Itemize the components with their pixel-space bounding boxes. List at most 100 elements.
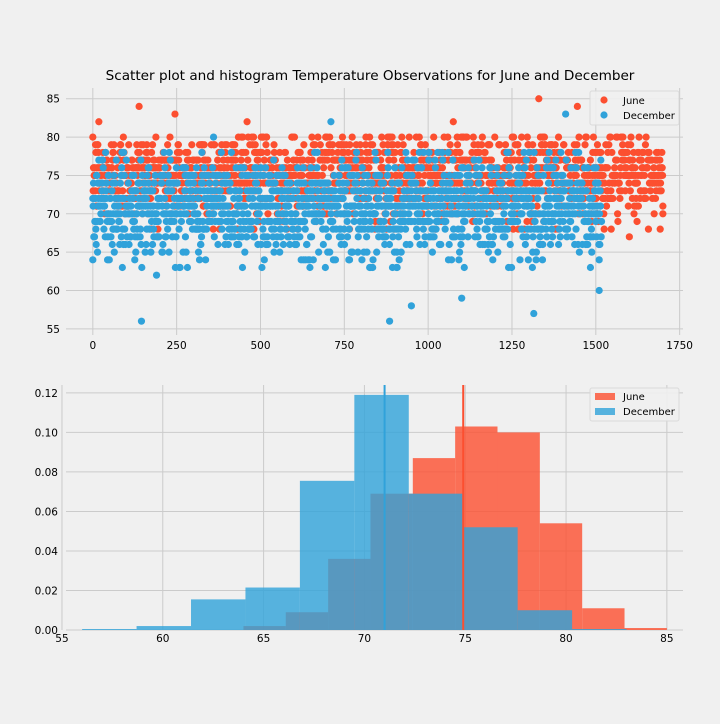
scatter-point xyxy=(614,217,622,226)
scatter-point xyxy=(292,210,300,218)
histogram-bar xyxy=(245,587,300,630)
scatter-point xyxy=(658,164,666,172)
scatter-point xyxy=(102,179,111,187)
scatter-point xyxy=(164,225,172,233)
scatter-point xyxy=(224,202,232,210)
scatter-point xyxy=(633,217,641,226)
scatter-point xyxy=(388,179,396,187)
scatter-point xyxy=(641,187,649,195)
scatter-point xyxy=(236,187,244,195)
scatter-point xyxy=(391,210,399,218)
scatter-point xyxy=(656,156,664,164)
scatter-point xyxy=(303,240,311,249)
scatter-point xyxy=(286,179,294,187)
scatter-point xyxy=(435,210,443,218)
scatter-point xyxy=(534,194,542,203)
scatter-point xyxy=(597,233,605,241)
scatter-point xyxy=(552,156,560,164)
scatter-point xyxy=(585,217,593,226)
scatter-point xyxy=(300,179,308,187)
scatter-point xyxy=(575,133,583,141)
scatter-point xyxy=(175,156,183,164)
scatter-point xyxy=(241,248,249,256)
scatter-point xyxy=(588,194,597,203)
scatter-point xyxy=(322,225,330,233)
scatter-point xyxy=(470,156,478,164)
scatter-point xyxy=(629,156,637,164)
scatter-point xyxy=(597,148,605,157)
scatter-point xyxy=(135,102,143,111)
scatter-point xyxy=(166,156,174,164)
scatter-point xyxy=(326,133,334,141)
scatter-point xyxy=(568,233,576,241)
scatter-point xyxy=(120,148,128,157)
scatter-point xyxy=(397,248,405,256)
scatter-point xyxy=(474,194,482,203)
scatter-point xyxy=(371,148,379,157)
scatter-point xyxy=(597,217,606,226)
scatter-point xyxy=(109,148,117,157)
scatter-point xyxy=(110,171,118,180)
scatter-point xyxy=(587,225,596,233)
histogram-x-tick-label: 75 xyxy=(459,633,472,645)
scatter-point xyxy=(343,179,351,187)
scatter-point xyxy=(161,164,169,172)
scatter-point xyxy=(197,240,205,249)
scatter-point xyxy=(300,217,309,226)
scatter-legend-label: December xyxy=(623,111,676,122)
scatter-point xyxy=(188,141,196,149)
scatter-point xyxy=(426,179,434,187)
histogram-bar xyxy=(408,493,464,630)
scatter-point xyxy=(619,141,627,149)
scatter-point xyxy=(367,202,375,210)
scatter-point xyxy=(292,240,301,249)
scatter-point xyxy=(461,217,469,226)
scatter-point xyxy=(516,179,524,187)
scatter-point xyxy=(625,233,633,241)
scatter-point xyxy=(122,156,130,164)
scatter-point xyxy=(159,240,167,249)
scatter-point xyxy=(562,110,570,118)
scatter-point xyxy=(451,233,459,241)
histogram-bar xyxy=(136,626,192,630)
scatter-point xyxy=(344,164,352,172)
scatter-point xyxy=(162,233,170,241)
scatter-point xyxy=(130,217,139,226)
scatter-point xyxy=(210,210,218,218)
scatter-point xyxy=(270,225,278,233)
scatter-point xyxy=(282,225,290,233)
scatter-point xyxy=(459,164,467,172)
scatter-point xyxy=(567,217,575,226)
scatter-point xyxy=(209,133,218,141)
scatter-point xyxy=(120,171,128,180)
scatter-point xyxy=(479,210,488,218)
scatter-point xyxy=(425,156,433,164)
scatter-point xyxy=(596,202,605,210)
scatter-point xyxy=(425,148,433,157)
scatter-point xyxy=(131,256,139,264)
scatter-point xyxy=(198,179,207,187)
scatter-point xyxy=(314,133,322,141)
scatter-point xyxy=(156,164,164,172)
scatter-point xyxy=(447,202,455,210)
scatter-point xyxy=(231,171,239,180)
scatter-point xyxy=(403,156,412,164)
scatter-point xyxy=(444,148,452,157)
scatter-point xyxy=(473,225,481,233)
scatter-point xyxy=(298,171,306,180)
scatter-point xyxy=(113,225,121,233)
scatter-point xyxy=(521,240,529,249)
scatter-point xyxy=(147,148,156,157)
scatter-point xyxy=(197,233,206,241)
scatter-point xyxy=(244,171,252,180)
scatter-point xyxy=(194,248,203,256)
scatter-point xyxy=(658,171,667,180)
scatter-point xyxy=(492,202,500,210)
scatter-point xyxy=(166,133,174,141)
scatter-point xyxy=(92,225,100,233)
scatter-point xyxy=(271,179,279,187)
scatter-point xyxy=(631,164,639,172)
scatter-point xyxy=(509,225,517,233)
scatter-point xyxy=(609,194,617,203)
scatter-point xyxy=(463,133,471,141)
